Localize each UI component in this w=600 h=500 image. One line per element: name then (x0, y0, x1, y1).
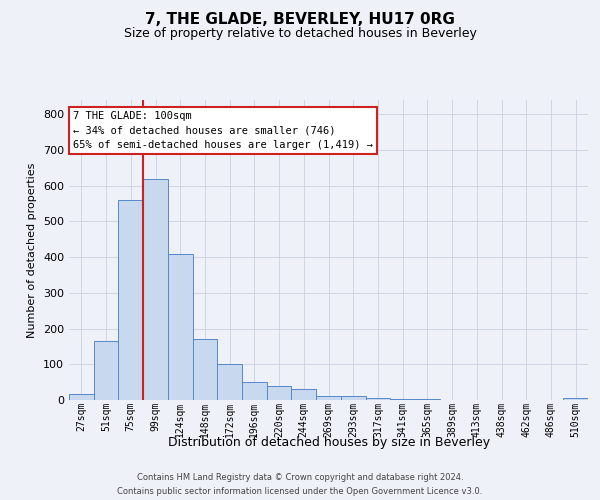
Bar (143, 178, 168, 400)
Bar (563, 398, 588, 400)
Bar (292, 390, 316, 400)
Text: Contains HM Land Registry data © Crown copyright and database right 2024.: Contains HM Land Registry data © Crown c… (137, 473, 463, 482)
Text: Size of property relative to detached houses in Beverley: Size of property relative to detached ho… (124, 28, 476, 40)
Bar (316, 396, 341, 400)
Y-axis label: Number of detached properties: Number of detached properties (28, 162, 37, 338)
Text: 7, THE GLADE, BEVERLEY, HU17 0RG: 7, THE GLADE, BEVERLEY, HU17 0RG (145, 12, 455, 28)
Text: Distribution of detached houses by size in Beverley: Distribution of detached houses by size … (168, 436, 490, 449)
Bar (193, 340, 217, 400)
Bar (118, 200, 143, 400)
Bar (242, 382, 267, 400)
Text: Contains public sector information licensed under the Open Government Licence v3: Contains public sector information licen… (118, 486, 482, 496)
Bar (390, 399, 415, 400)
Bar (217, 364, 242, 400)
Bar (69, 394, 94, 400)
Bar (341, 396, 365, 400)
Bar (365, 398, 390, 400)
Bar (94, 341, 118, 400)
Text: 7 THE GLADE: 100sqm
← 34% of detached houses are smaller (746)
65% of semi-detac: 7 THE GLADE: 100sqm ← 34% of detached ho… (73, 110, 373, 150)
Bar (267, 386, 292, 400)
Bar (168, 254, 193, 400)
